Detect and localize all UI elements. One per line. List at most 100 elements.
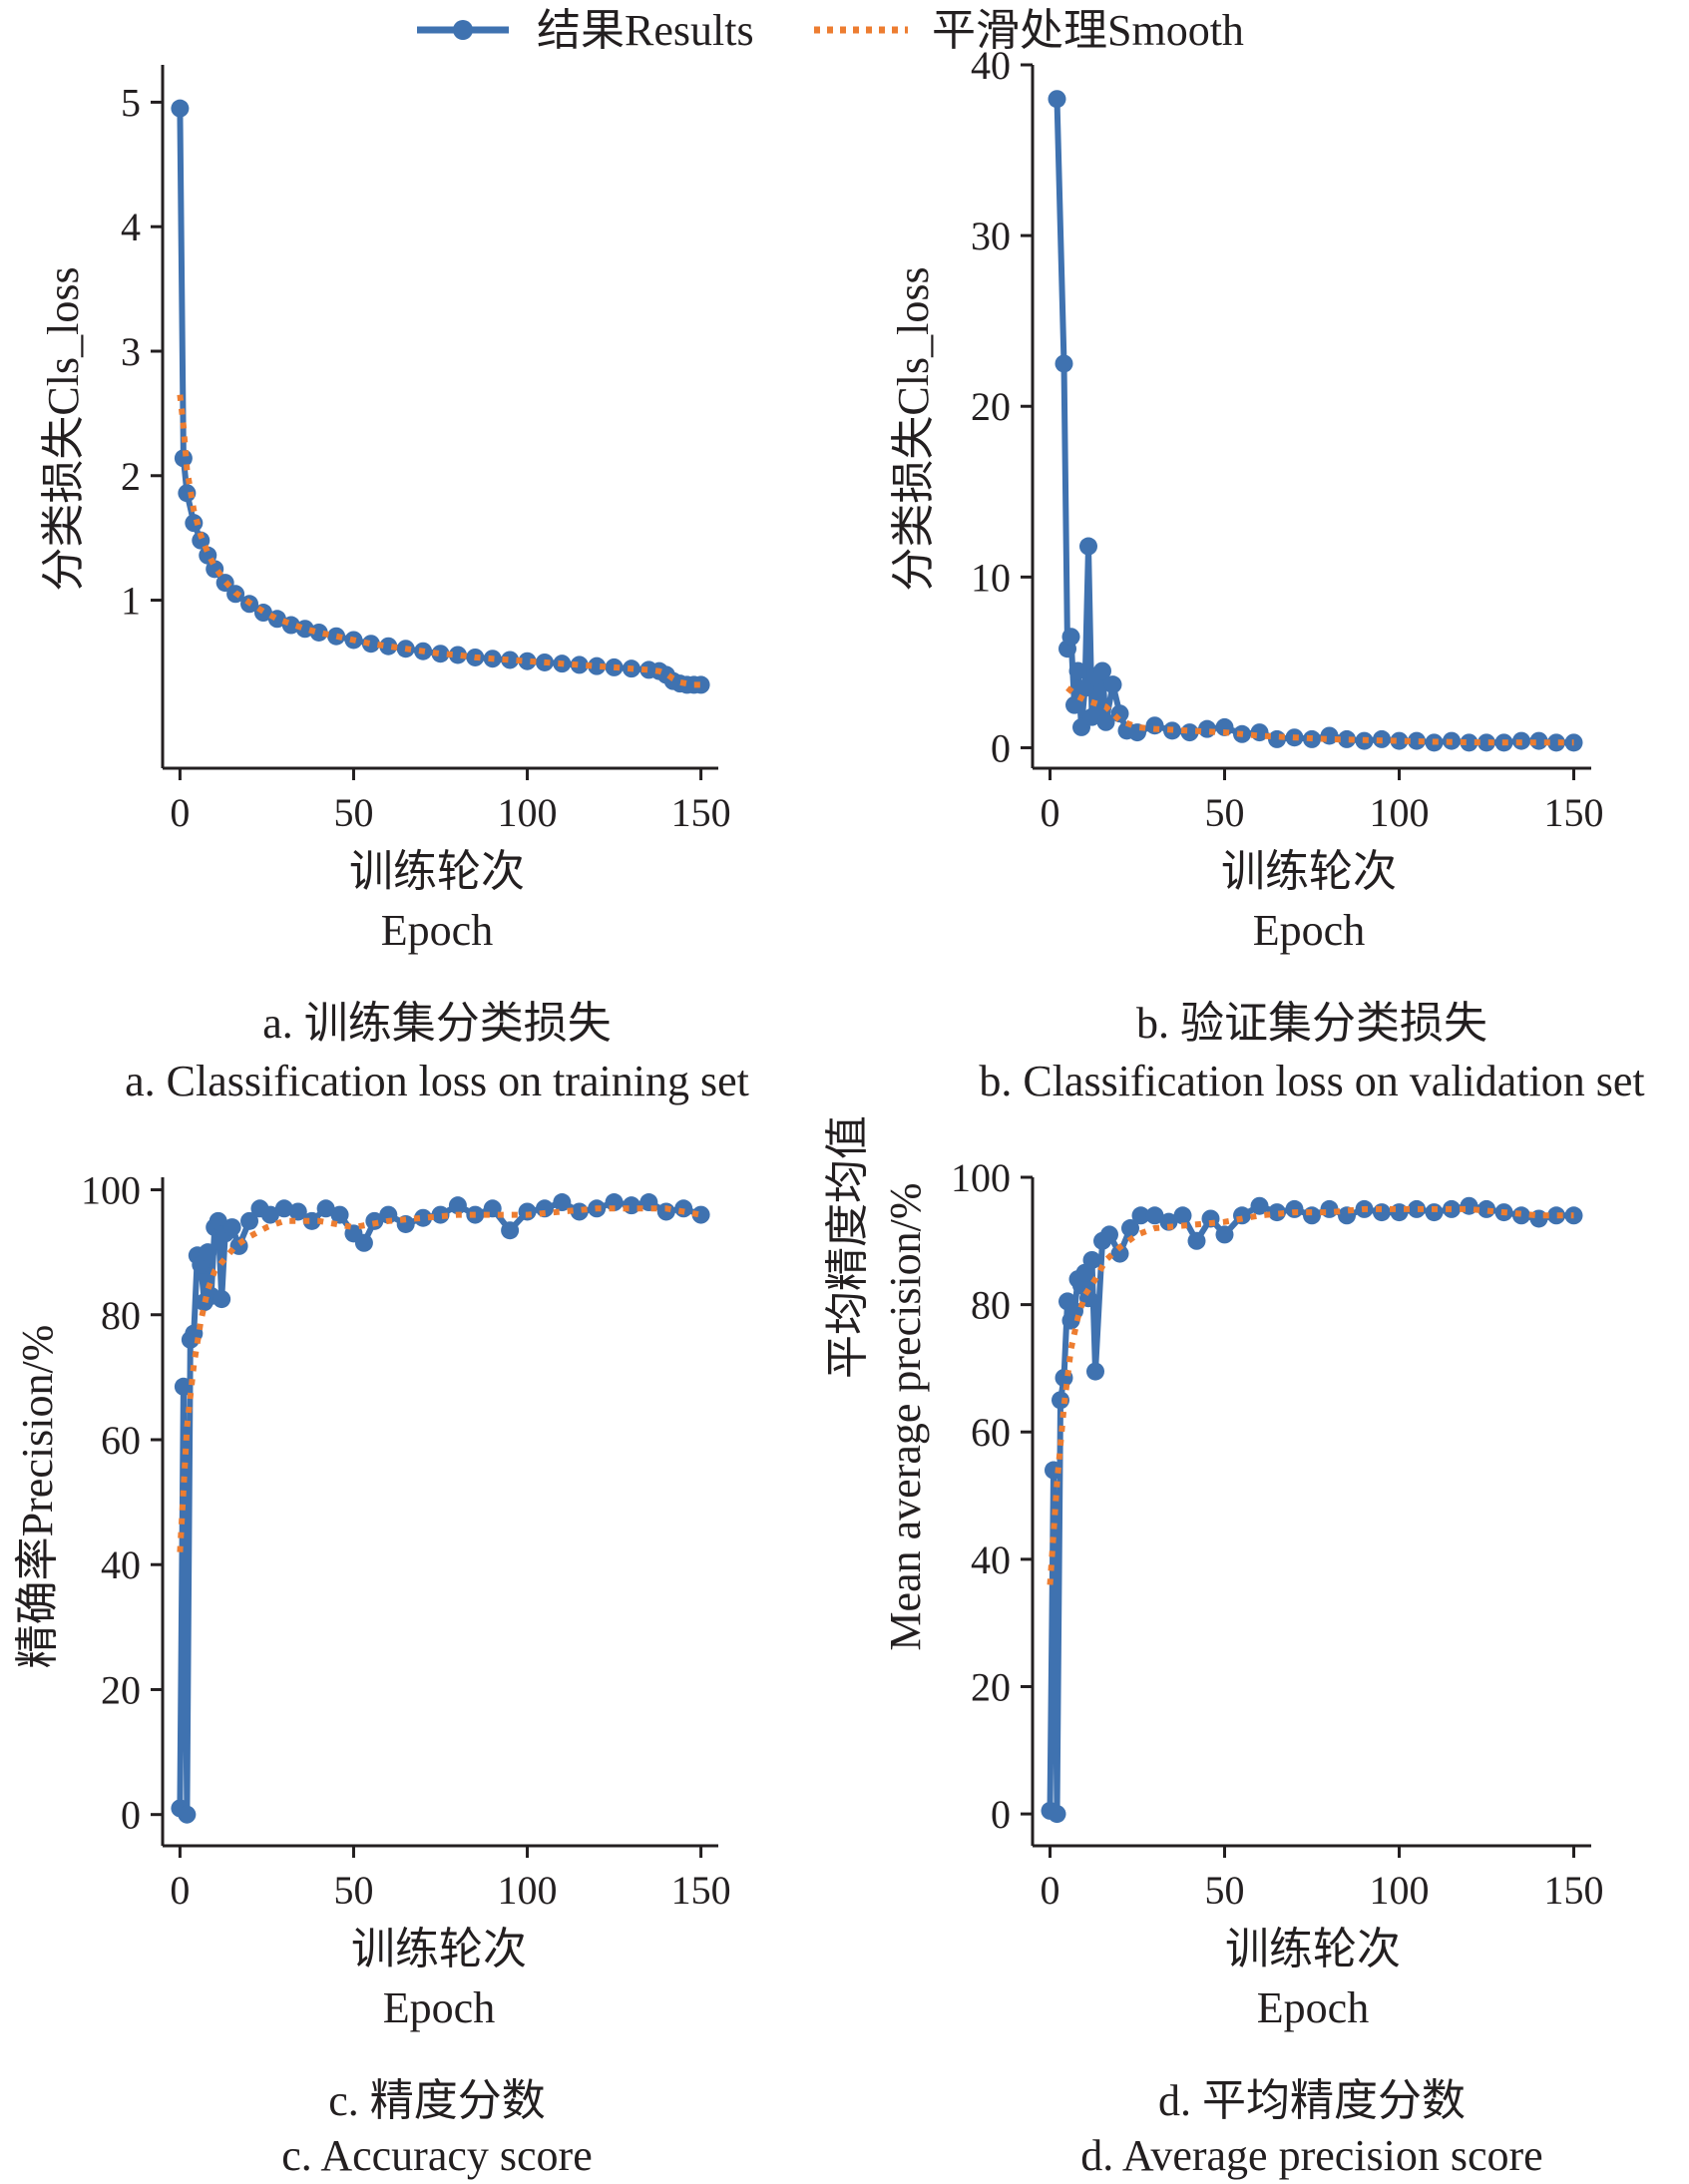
results-data-point — [316, 1199, 335, 1218]
panel-d: 0 50 100 150 0 20 40 60 80 100 平均精度均值 Mean averag… — [823, 1115, 1604, 2180]
results-data-point — [192, 531, 211, 550]
results-series-line — [1047, 1202, 1574, 1818]
results-data-point — [1233, 1206, 1251, 1225]
results-data-point — [1121, 1219, 1139, 1238]
results-series-line — [177, 1199, 702, 1818]
results-data-point — [1460, 733, 1478, 752]
results-data-point — [1187, 1231, 1206, 1250]
panel-a-xlabel-en: Epoch — [381, 906, 493, 955]
panel-a-xlabel-cn: 训练轮次 — [349, 847, 525, 896]
panel-b-ylabel: 分类损失Cls_loss — [889, 266, 938, 591]
results-data-point — [518, 652, 537, 670]
panel-b-plot: 0 50 100 150 0 10 20 30 40 — [971, 43, 1604, 835]
x-tick-label: 100 — [498, 1868, 558, 1913]
results-data-point — [379, 637, 398, 655]
x-tick-label: 150 — [671, 790, 731, 835]
x-tick-label: 0 — [1041, 790, 1060, 835]
x-tick-label: 0 — [1041, 1868, 1060, 1913]
y-tick-label: 100 — [81, 1168, 141, 1213]
panel-a-caption-cn: a. 训练集分类损失 — [262, 999, 612, 1048]
y-tick-label: 80 — [971, 1283, 1011, 1328]
panel-c-ylabel: 精确率Precision/% — [13, 1325, 62, 1669]
results-data-point — [1052, 1391, 1069, 1410]
results-data-point — [1086, 1362, 1104, 1381]
results-data-point — [178, 1805, 197, 1824]
results-data-point — [309, 623, 328, 642]
x-tick-label: 150 — [1544, 790, 1604, 835]
x-tick-label: 100 — [1370, 790, 1430, 835]
results-data-point — [171, 99, 190, 118]
x-tick-label: 100 — [498, 790, 558, 835]
y-tick-label: 4 — [121, 205, 141, 249]
results-data-point — [354, 1233, 373, 1252]
results-data-point — [553, 1193, 572, 1212]
results-data-point — [1390, 1203, 1409, 1222]
results-data-point — [1215, 1225, 1234, 1244]
smooth-series-line — [1065, 685, 1574, 746]
results-data-point — [501, 1221, 520, 1240]
x-tick-label: 50 — [333, 790, 373, 835]
results-data-point — [1285, 1199, 1304, 1218]
results-data-point — [199, 1243, 217, 1262]
results-data-point — [1408, 731, 1426, 750]
results-data-point — [656, 1202, 675, 1221]
results-data-point — [1425, 1203, 1444, 1222]
smooth-series-line — [177, 1205, 702, 1552]
results-data-point — [518, 1202, 537, 1221]
y-tick-label: 20 — [971, 1664, 1011, 1709]
results-data-point — [240, 1211, 259, 1230]
results-data-point — [302, 1211, 321, 1230]
results-data-point — [1061, 628, 1080, 647]
panel-c: 0 50 100 150 0 20 40 60 80 100 精确率Precision/% 训练轮… — [13, 1168, 731, 2180]
results-data-point — [1373, 1203, 1391, 1222]
y-tick-label: 2 — [121, 454, 141, 499]
y-tick-label: 80 — [101, 1293, 141, 1338]
results-data-point — [1250, 1196, 1269, 1215]
results-data-point — [174, 1377, 193, 1396]
legend-smooth-label: 平滑处理Smooth — [932, 6, 1244, 55]
y-tick-label: 20 — [971, 384, 1011, 429]
results-data-point — [1443, 1199, 1461, 1218]
y-tick-label: 30 — [971, 214, 1011, 258]
results-data-point — [414, 1208, 433, 1227]
y-tick-label: 3 — [121, 329, 141, 374]
panel-d-caption-en: d. Average precision score — [1080, 2131, 1542, 2180]
results-data-point — [1268, 1203, 1286, 1222]
results-data-point — [185, 514, 204, 533]
x-tick-label: 50 — [333, 1868, 373, 1913]
x-tick-label: 150 — [671, 1868, 731, 1913]
panel-a-ylabel: 分类损失Cls_loss — [39, 266, 88, 591]
results-data-point — [222, 1218, 241, 1237]
results-data-point — [1408, 1199, 1426, 1218]
results-data-point — [1110, 704, 1129, 723]
results-data-point — [448, 646, 467, 664]
results-data-point — [1338, 729, 1356, 748]
x-tick-label: 0 — [170, 790, 190, 835]
smooth-series-line — [177, 394, 701, 688]
results-data-point — [431, 645, 450, 663]
panel-b: 0 50 100 150 0 10 20 30 40 分类损失Cls_loss 训练轮次 Epo… — [889, 43, 1645, 1105]
results-data-point — [1082, 1250, 1101, 1269]
results-data-point — [274, 1199, 293, 1218]
results-data-point — [1100, 1225, 1118, 1244]
results-data-point — [691, 675, 710, 694]
x-tick-label: 50 — [1205, 790, 1245, 835]
results-data-point — [1103, 675, 1122, 694]
panel-d-xlabel-cn: 训练轮次 — [1225, 1925, 1401, 1973]
panel-d-caption-cn: d. 平均精度分数 — [1158, 2076, 1466, 2125]
smooth-series-line — [1047, 1205, 1574, 1585]
panel-d-ylabel-line2: Mean average precision/% — [881, 1182, 930, 1650]
x-tick-label: 0 — [170, 1868, 190, 1913]
y-tick-label: 40 — [971, 43, 1011, 88]
y-tick-label: 10 — [971, 555, 1011, 600]
x-tick-label: 50 — [1205, 1868, 1245, 1913]
panel-b-xlabel-en: Epoch — [1253, 906, 1365, 955]
results-data-point — [1390, 731, 1409, 750]
panel-c-plot: 0 50 100 150 0 20 40 60 80 100 — [81, 1168, 731, 1913]
results-data-point — [431, 1205, 450, 1224]
y-tick-label: 60 — [101, 1418, 141, 1463]
results-data-point — [1065, 695, 1083, 714]
x-tick-label: 100 — [1370, 1868, 1430, 1913]
results-data-point — [501, 651, 520, 669]
results-data-point — [1048, 1805, 1066, 1824]
